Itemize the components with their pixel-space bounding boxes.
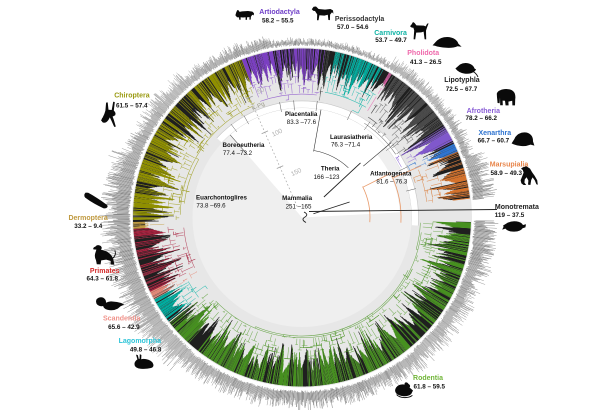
svg-text:Mammalia: Mammalia [282, 195, 312, 202]
svg-text:77.4 –73.2: 77.4 –73.2 [223, 150, 253, 157]
svg-text:Scandentia: Scandentia [103, 315, 140, 322]
svg-text:57.0 – 54.6: 57.0 – 54.6 [337, 24, 369, 31]
svg-text:Boreoeutheria: Boreoeutheria [223, 142, 266, 149]
svg-text:251 –165: 251 –165 [286, 204, 312, 211]
svg-text:166 –123: 166 –123 [314, 174, 340, 181]
svg-text:119 – 37.5: 119 – 37.5 [495, 212, 525, 219]
svg-text:83.3 –77.6: 83.3 –77.6 [287, 119, 317, 126]
svg-text:Artiodactyla: Artiodactyla [259, 9, 300, 16]
svg-text:Atlantogenata: Atlantogenata [370, 170, 412, 177]
svg-text:Monotremata: Monotremata [495, 204, 539, 211]
svg-text:Perissodactyla: Perissodactyla [335, 16, 385, 23]
svg-text:Laurasiatheria: Laurasiatheria [330, 134, 373, 141]
svg-text:Lipotyphla: Lipotyphla [444, 77, 479, 84]
svg-text:78.2 – 66.2: 78.2 – 66.2 [465, 115, 497, 122]
svg-text:72.5 – 67.7: 72.5 – 67.7 [446, 86, 478, 93]
svg-text:66.7 – 60.7: 66.7 – 60.7 [478, 138, 510, 145]
svg-text:Chiroptera: Chiroptera [114, 93, 150, 100]
svg-text:49.8 – 46.8: 49.8 – 46.8 [130, 347, 162, 354]
svg-text:Pholidota: Pholidota [407, 50, 439, 57]
svg-text:61.8 – 59.5: 61.8 – 59.5 [413, 384, 445, 391]
svg-text:73.8 –69.6: 73.8 –69.6 [196, 202, 226, 209]
svg-text:150: 150 [290, 167, 303, 178]
svg-text:58.9 – 49.3: 58.9 – 49.3 [491, 170, 523, 177]
svg-text:K-Pg: K-Pg [251, 101, 266, 112]
svg-text:65.6 – 42.9: 65.6 – 42.9 [108, 324, 140, 331]
svg-text:Carnivora: Carnivora [374, 30, 407, 37]
svg-text:50: 50 [256, 86, 266, 96]
svg-text:Dermoptera: Dermoptera [68, 215, 107, 222]
svg-text:Afrotheria: Afrotheria [467, 108, 501, 115]
svg-text:33.2 – 9.4: 33.2 – 9.4 [74, 223, 103, 230]
svg-text:Marsupialia: Marsupialia [490, 162, 529, 169]
svg-text:41.3 – 26.5: 41.3 – 26.5 [410, 59, 442, 66]
svg-text:64.3 – 61.8: 64.3 – 61.8 [86, 276, 118, 283]
svg-text:Theria: Theria [321, 166, 340, 173]
svg-text:Xenarthra: Xenarthra [478, 130, 511, 137]
svg-text:81.6 – 76.3: 81.6 – 76.3 [376, 179, 408, 186]
svg-text:Euarchontoglires: Euarchontoglires [196, 194, 247, 201]
svg-text:Placentalia: Placentalia [285, 111, 318, 118]
svg-text:Rodentia: Rodentia [413, 375, 443, 382]
svg-text:53.7 – 49.7: 53.7 – 49.7 [375, 37, 407, 44]
svg-text:100: 100 [271, 128, 284, 139]
svg-text:76.3 –71.4: 76.3 –71.4 [331, 141, 361, 148]
svg-text:Lagomorpha: Lagomorpha [119, 338, 161, 345]
svg-text:61.5 – 57.4: 61.5 – 57.4 [116, 102, 148, 109]
svg-text:Primates: Primates [90, 268, 120, 275]
svg-text:58.2 – 55.5: 58.2 – 55.5 [262, 17, 294, 24]
